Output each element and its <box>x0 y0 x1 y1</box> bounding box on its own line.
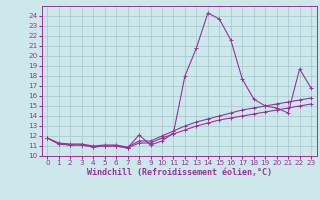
X-axis label: Windchill (Refroidissement éolien,°C): Windchill (Refroidissement éolien,°C) <box>87 168 272 177</box>
